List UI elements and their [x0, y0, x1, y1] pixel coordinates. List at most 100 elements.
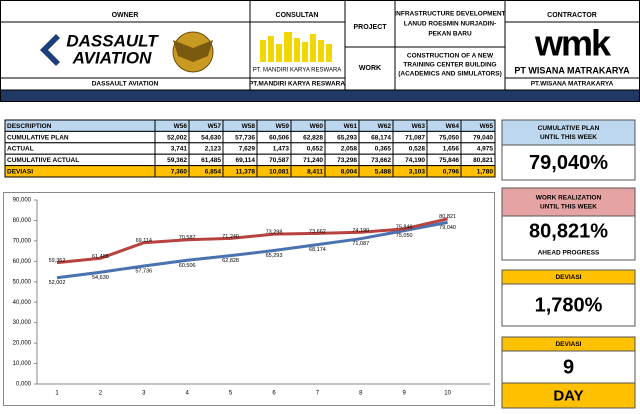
x-tick-label: 5 — [229, 391, 233, 397]
table-text: 8,411 — [307, 169, 323, 176]
work-text: TRAINING CENTER BUILDING — [403, 62, 496, 69]
series-line — [56, 217, 448, 265]
x-tick-label: 7 — [316, 391, 320, 397]
table-header: W56 — [174, 123, 188, 130]
y-tick-label: 40,000 — [13, 300, 32, 306]
data-label: 59,362 — [49, 258, 66, 264]
kpi-title: UNTIL THIS WEEK — [540, 204, 597, 211]
header-title: CONTRACTOR — [547, 12, 597, 19]
kpi-title: WORK REALIZATION — [536, 195, 602, 202]
table-text: 10,081 — [269, 169, 289, 176]
x-tick-label: 3 — [142, 391, 146, 397]
table-text: 54,630 — [201, 134, 221, 141]
kpi-unit-box — [501, 382, 636, 409]
kpi-body — [501, 215, 636, 261]
table-text: 8,004 — [341, 169, 358, 176]
table-text: ACTUAL — [7, 146, 34, 153]
data-label: 65,293 — [266, 253, 283, 259]
data-label: 68,174 — [309, 247, 326, 253]
table-header: DESCRIPTION — [7, 123, 52, 130]
kpi-header — [501, 119, 636, 146]
data-label: 73,662 — [309, 229, 326, 235]
x-tick-label: 1 — [55, 391, 59, 397]
consultant-logo-bar — [284, 32, 292, 62]
x-tick-label: 4 — [186, 391, 190, 397]
y-tick-label: 0,000 — [16, 382, 32, 388]
x-tick-label: 2 — [99, 391, 103, 397]
work-text: (ACADEMICS AND SIMULATORS) — [398, 71, 502, 78]
table-text: 6,854 — [205, 169, 222, 176]
work-text: CONSTRUCTION OF A NEW — [407, 53, 494, 60]
consultant-logo-bar — [318, 40, 324, 62]
data-label: 71,087 — [352, 241, 369, 247]
consultant-logo-bar — [294, 38, 300, 62]
data-label: 61,485 — [92, 254, 109, 260]
table-text: 7,360 — [171, 169, 188, 176]
contractor-name: PT.WISANA MATRAKARYA — [531, 81, 614, 88]
data-label: 73,298 — [266, 230, 283, 236]
owner-emblem — [40, 34, 60, 66]
y-tick-label: 30,000 — [13, 320, 32, 326]
data-label: 79,040 — [439, 225, 456, 231]
owner-name: DASSAULT AVIATION — [92, 81, 159, 88]
table-text: 2,058 — [341, 146, 358, 153]
consultant-logo-bar — [276, 44, 282, 62]
consultant-logo: PT. MANDIRI KARYA RESWARA — [253, 68, 342, 74]
consultant-name: PT.MANDIRI KARYA RESWARA — [249, 81, 345, 88]
kpi-title: DEVIASI — [555, 341, 581, 348]
table-header: W59 — [276, 123, 290, 130]
table-text: 0,796 — [443, 169, 460, 176]
kpi-header — [501, 187, 636, 217]
table-text: 68,174 — [371, 134, 391, 141]
table-text: 75,846 — [439, 157, 459, 164]
kpi-title: UNTIL THIS WEEK — [540, 134, 597, 141]
data-label: 57,736 — [135, 268, 152, 274]
y-tick-label: 10,000 — [13, 361, 32, 367]
data-label: 74,190 — [352, 228, 369, 234]
table-text: 80,821 — [473, 157, 493, 164]
navy-bar — [0, 89, 640, 102]
table-text: 5,488 — [375, 169, 392, 176]
contractor-mark: wmk — [534, 23, 612, 64]
data-label: 80,821 — [439, 214, 456, 220]
table-text: 60,506 — [269, 134, 289, 141]
emblem-wings — [173, 40, 213, 62]
data-label: 69,114 — [136, 238, 152, 244]
table-text: 57,736 — [235, 134, 255, 141]
project-text: PEKAN BARU — [428, 31, 472, 38]
contractor-logo: PT WISANA MATRAKARYA — [514, 65, 630, 75]
table-text: CUMULATIIVE ACTUAL — [7, 157, 79, 164]
y-tick-label: 60,000 — [13, 259, 32, 265]
table-text: 0,365 — [375, 146, 392, 153]
table-text: 70,587 — [269, 157, 289, 164]
consultant-logo-bar — [310, 34, 316, 62]
table-text: 73,662 — [371, 157, 391, 164]
table-cell — [460, 165, 496, 178]
x-tick-label: 9 — [403, 391, 407, 397]
table-text: 0,528 — [409, 146, 426, 153]
y-tick-label: 70,000 — [13, 238, 32, 244]
table-text: 71,087 — [405, 134, 425, 141]
data-label: 54,630 — [92, 275, 109, 281]
table-header: W57 — [208, 123, 222, 130]
table-text: 62,828 — [303, 134, 323, 141]
table-text: 74,190 — [405, 157, 425, 164]
table-text: 1,656 — [443, 146, 460, 153]
data-label: 62,828 — [222, 258, 239, 264]
table-text: 79,040 — [473, 134, 493, 141]
project-text: LANUD ROESMIN NURJADIN- — [404, 21, 496, 28]
owner-logo: AVIATION — [72, 48, 152, 67]
table-text: 3,741 — [171, 146, 188, 153]
kpi-body — [501, 350, 636, 384]
data-label: 52,002 — [49, 280, 66, 286]
table-header: W64 — [446, 123, 460, 130]
table-header: W60 — [310, 123, 324, 130]
kpi-body — [501, 283, 636, 327]
table-text: 4,975 — [477, 146, 494, 153]
project-text: INFRASTRUCTURE DEVELOPMENT — [394, 11, 505, 18]
table-text: 7,629 — [239, 146, 256, 153]
consultant-logo-bar — [260, 40, 266, 62]
owner-logo: DASSAULT — [66, 31, 159, 50]
